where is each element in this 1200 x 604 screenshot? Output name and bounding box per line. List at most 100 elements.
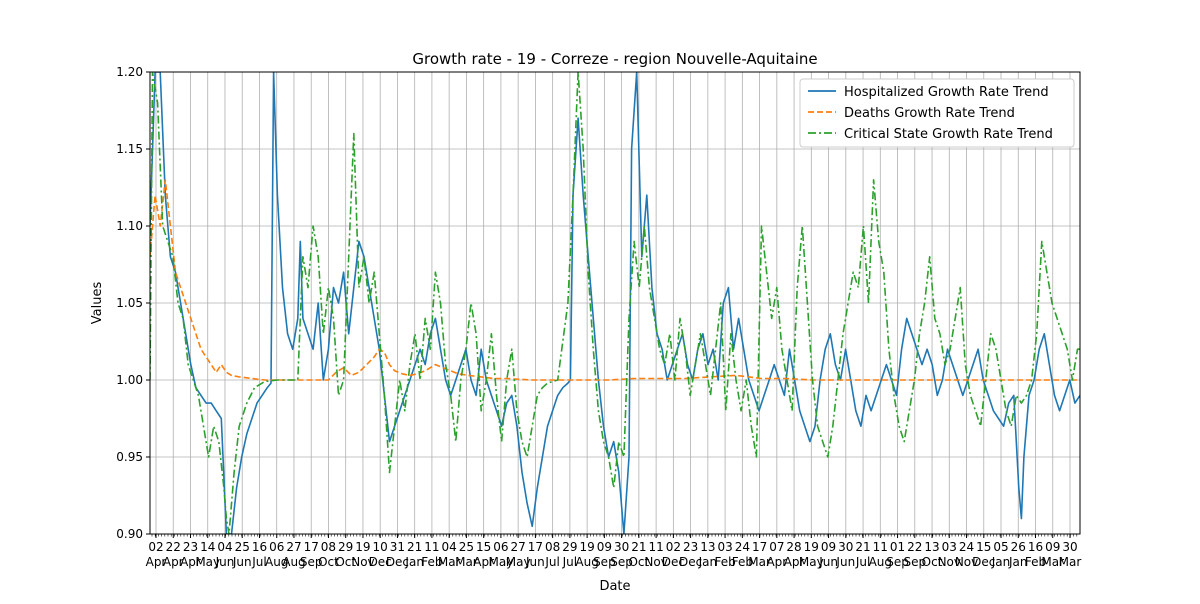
series-layer xyxy=(150,72,1080,534)
x-tick-month-label: May xyxy=(799,555,824,569)
x-tick-month-label: Jun xyxy=(232,555,252,569)
x-tick-day-label: 02 xyxy=(666,540,681,554)
y-tick-label: 1.20 xyxy=(116,65,143,79)
x-tick-month-label: Dec xyxy=(972,555,995,569)
y-tick-label: 1.05 xyxy=(116,296,143,310)
y-axis-label: Values xyxy=(90,282,105,325)
x-tick-day-label: 19 xyxy=(579,540,594,554)
x-tick-month-label: Oct xyxy=(335,555,356,569)
chart-title: Growth rate - 19 - Correze - region Nouv… xyxy=(412,50,817,68)
x-tick-month-label: Nov xyxy=(644,555,667,569)
x-tick-day-label: 17 xyxy=(304,540,319,554)
x-tick-month-label: Aug xyxy=(575,555,598,569)
y-tick-label: 0.95 xyxy=(116,450,143,464)
x-tick-day-label: 25 xyxy=(235,540,250,554)
x-tick-day-label: 15 xyxy=(476,540,491,554)
x-tick-month-label: Dec xyxy=(386,555,409,569)
x-tick-day-label: 22 xyxy=(907,540,922,554)
x-tick-month-label: Mar xyxy=(455,555,478,569)
x-tick-day-label: 30 xyxy=(1062,540,1077,554)
x-tick-month-label: Dec xyxy=(662,555,685,569)
x-tick-day-label: 30 xyxy=(838,540,853,554)
x-tick-day-label: 26 xyxy=(1011,540,1026,554)
x-tick-month-label: Jul xyxy=(251,555,266,569)
x-tick-day-label: 15 xyxy=(976,540,991,554)
x-tick-day-label: 24 xyxy=(735,540,750,554)
x-tick-day-label: 04 xyxy=(217,540,232,554)
x-tick-day-label: 27 xyxy=(286,540,301,554)
x-tick-day-label: 31 xyxy=(390,540,405,554)
legend-label-1: Hospitalized Growth Rate Trend xyxy=(844,85,1049,100)
x-tick-day-label: 06 xyxy=(493,540,508,554)
x-tick-month-label: Jan xyxy=(404,555,424,569)
x-tick-day-label: 21 xyxy=(855,540,870,554)
x-tick-day-label: 27 xyxy=(511,540,526,554)
x-tick-month-label: Nov xyxy=(955,555,978,569)
y-tick-label: 0.90 xyxy=(116,527,143,541)
y-tick-label: 1.10 xyxy=(116,219,143,233)
x-tick-month-label: Jul xyxy=(544,555,559,569)
x-tick-month-label: Dec xyxy=(369,555,392,569)
x-tick-month-label: Mar xyxy=(1041,555,1064,569)
x-tick-month-label: Apr xyxy=(163,555,184,569)
x-tick-day-label: 19 xyxy=(804,540,819,554)
x-tick-day-label: 07 xyxy=(769,540,784,554)
x-tick-day-label: 04 xyxy=(442,540,457,554)
x-tick-day-label: 11 xyxy=(873,540,888,554)
x-tick-day-label: 22 xyxy=(166,540,181,554)
x-tick-day-label: 17 xyxy=(752,540,767,554)
x-tick-month-label: Nov xyxy=(938,555,961,569)
x-tick-day-label: 25 xyxy=(459,540,474,554)
x-tick-month-label: Feb xyxy=(1025,555,1046,569)
x-tick-month-label: Jul xyxy=(855,555,870,569)
x-tick-month-label: Jan xyxy=(991,555,1011,569)
x-tick-month-label: Jun xyxy=(215,555,235,569)
x-tick-month-label: Sep xyxy=(300,555,323,569)
x-tick-month-label: Mar xyxy=(438,555,461,569)
x-tick-month-label: Dec xyxy=(679,555,702,569)
x-tick-month-label: Sep xyxy=(886,555,909,569)
x-tick-day-label: 21 xyxy=(631,540,646,554)
x-tick-month-label: Apr xyxy=(146,555,167,569)
x-tick-month-label: Oct xyxy=(922,555,943,569)
x-tick-day-label: 23 xyxy=(683,540,698,554)
x-tick-day-label: 19 xyxy=(355,540,370,554)
x-tick-day-label: 13 xyxy=(924,540,939,554)
x-tick-month-label: Jun xyxy=(525,555,545,569)
x-tick-month-label: Nov xyxy=(351,555,374,569)
x-tick-day-label: 09 xyxy=(821,540,836,554)
y-axis: 0.90 0.95 1.00 1.05 1.10 1.15 1.20 xyxy=(116,65,150,541)
x-axis-label: Date xyxy=(599,579,630,594)
x-tick-month-label: Feb xyxy=(714,555,735,569)
legend-label-3: Critical State Growth Rate Trend xyxy=(844,127,1053,142)
x-tick-day-label: 29 xyxy=(338,540,353,554)
x-tick-day-label: 13 xyxy=(700,540,715,554)
x-tick-day-label: 21 xyxy=(407,540,422,554)
x-tick-month-label: Aug xyxy=(869,555,892,569)
x-tick-month-label: Apr xyxy=(784,555,805,569)
x-tick-month-label: Sep xyxy=(593,555,616,569)
x-tick-month-label: Apr xyxy=(180,555,201,569)
x-tick-day-label: 05 xyxy=(993,540,1008,554)
x-tick-month-label: Mar xyxy=(1059,555,1082,569)
x-tick-month-label: Oct xyxy=(628,555,649,569)
x-tick-month-label: Feb xyxy=(732,555,753,569)
x-tick-day-label: 24 xyxy=(959,540,974,554)
series-line-1 xyxy=(150,72,1080,534)
x-tick-day-label: 28 xyxy=(786,540,801,554)
x-tick-day-label: 29 xyxy=(562,540,577,554)
x-tick-day-label: 06 xyxy=(269,540,284,554)
x-tick-day-label: 14 xyxy=(200,540,215,554)
x-tick-day-label: 16 xyxy=(1028,540,1043,554)
x-tick-month-label: Aug xyxy=(282,555,305,569)
legend-box xyxy=(799,78,1075,148)
x-tick-day-label: 03 xyxy=(717,540,732,554)
legend: Hospitalized Growth Rate Trend Deaths Gro… xyxy=(799,78,1075,148)
legend-label-2: Deaths Growth Rate Trend xyxy=(844,106,1015,121)
x-tick-month-label: Jan xyxy=(1008,555,1028,569)
x-tick-month-label: Apr xyxy=(473,555,494,569)
grid-layer xyxy=(150,71,1080,535)
x-tick-day-label: 30 xyxy=(614,540,629,554)
